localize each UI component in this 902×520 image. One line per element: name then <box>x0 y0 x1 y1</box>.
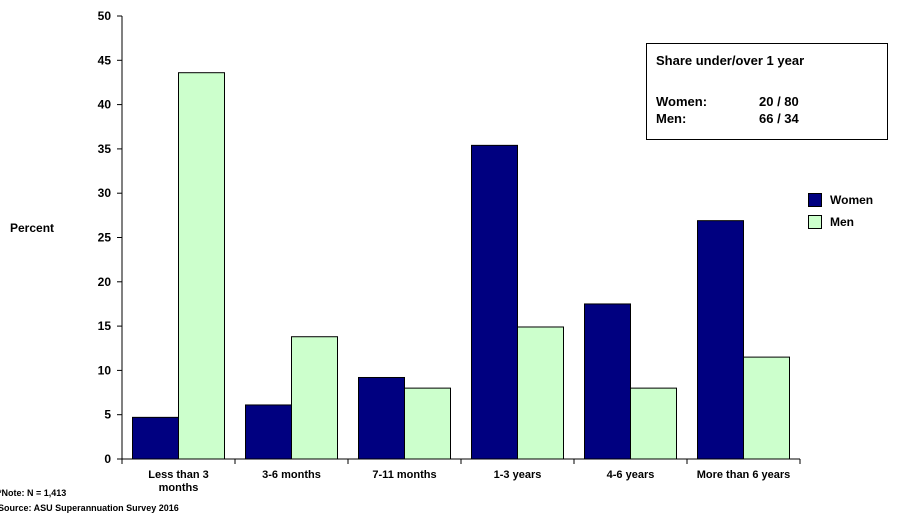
x-tick-label: Less than 3 months <box>148 469 209 494</box>
bar-men <box>178 72 225 460</box>
legend-label-women: Women <box>830 193 874 207</box>
share-info-box: Share under/over 1 year Women: 20 / 80 M… <box>646 43 888 140</box>
x-tick-label: 1-3 years <box>494 469 542 481</box>
y-tick-label: 25 <box>98 231 112 245</box>
y-tick-label: 5 <box>104 408 111 422</box>
footnote-note: *Note: N = 1,413 <box>0 488 67 498</box>
bar-women <box>697 220 744 460</box>
y-tick-label: 40 <box>98 98 112 112</box>
bar-men <box>404 387 451 460</box>
info-row-label: Women: <box>656 94 708 109</box>
bar-women <box>471 144 518 460</box>
y-axis-label: Percent <box>10 221 55 235</box>
bar-men <box>743 356 790 460</box>
x-tick-label: More than 6 years <box>697 469 791 481</box>
bar-women <box>132 416 179 460</box>
y-tick-label: 30 <box>98 186 112 200</box>
info-box-title: Share under/over 1 year <box>656 53 805 68</box>
bar-women <box>584 303 631 460</box>
y-tick-label: 50 <box>98 9 112 23</box>
legend-swatch-women <box>808 193 822 207</box>
bar-men <box>630 387 677 460</box>
x-tick-label: 4-6 years <box>607 469 655 481</box>
y-tick-label: 10 <box>98 363 112 377</box>
bar-men <box>291 336 338 460</box>
y-tick-label: 45 <box>98 53 112 67</box>
bar-women <box>245 404 292 460</box>
y-tick-label: 0 <box>104 452 111 466</box>
bar-women <box>358 376 405 460</box>
x-tick-label: 3-6 months <box>262 469 321 481</box>
y-tick-label: 15 <box>98 319 112 333</box>
info-row-value: 66 / 34 <box>759 111 799 126</box>
info-row-value: 20 / 80 <box>759 94 799 109</box>
bar-men <box>517 326 564 460</box>
x-tick-label: 7-11 months <box>372 469 436 481</box>
legend-label-men: Men <box>830 215 854 229</box>
y-tick-label: 20 <box>98 275 112 289</box>
info-row-label: Men: <box>656 111 687 126</box>
legend-swatch-men <box>808 215 822 229</box>
footnote-source: Source: ASU Superannuation Survey 2016 <box>0 503 179 513</box>
y-tick-label: 35 <box>98 142 112 156</box>
